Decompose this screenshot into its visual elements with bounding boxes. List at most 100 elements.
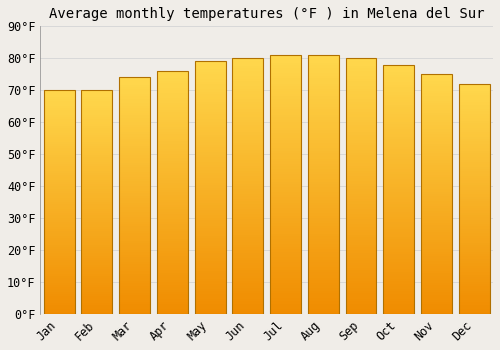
Bar [421,225,452,228]
Bar [82,135,112,137]
Bar [384,99,414,102]
Bar [44,280,74,282]
Bar [82,180,112,182]
Bar [308,311,338,314]
Bar [44,142,74,144]
Bar [194,99,226,102]
Bar [346,201,376,204]
Bar [232,283,264,286]
Bar [308,244,338,247]
Bar [270,143,301,146]
Bar [44,184,74,187]
Bar [421,184,452,187]
Bar [44,269,74,271]
Bar [194,69,226,71]
Bar [308,254,338,257]
Bar [346,66,376,69]
Bar [157,246,188,248]
Bar [458,245,490,247]
Bar [458,263,490,266]
Bar [44,119,74,121]
Bar [308,146,338,148]
Bar [157,95,188,98]
Bar [44,168,74,171]
Bar [194,228,226,231]
Bar [421,287,452,290]
Bar [458,84,490,86]
Bar [194,145,226,147]
Bar [82,280,112,282]
Bar [119,229,150,231]
Bar [346,91,376,94]
Bar [194,64,226,66]
Bar [270,213,301,216]
Bar [232,255,264,258]
Bar [44,300,74,303]
Bar [384,222,414,224]
Bar [270,283,301,285]
Bar [308,114,338,117]
Bar [157,209,188,212]
Bar [44,282,74,285]
Bar [270,153,301,156]
Bar [157,309,188,312]
Bar [384,259,414,261]
Bar [232,183,264,186]
Bar [119,215,150,217]
Bar [421,268,452,271]
Bar [44,175,74,177]
Bar [421,209,452,211]
Bar [458,118,490,121]
Bar [119,87,150,89]
Bar [270,166,301,169]
Bar [82,119,112,121]
Bar [346,291,376,293]
Bar [421,146,452,148]
Bar [232,114,264,117]
Bar [458,132,490,134]
Bar [270,172,301,174]
Bar [308,156,338,159]
Bar [421,82,452,84]
Bar [44,238,74,240]
Bar [421,199,452,201]
Bar [421,192,452,194]
Bar [232,291,264,293]
Bar [384,227,414,229]
Bar [119,302,150,304]
Bar [384,164,414,167]
Bar [346,176,376,178]
Bar [44,231,74,233]
Bar [119,219,150,222]
Bar [232,219,264,222]
Bar [232,89,264,91]
Bar [270,151,301,153]
Bar [346,86,376,89]
Bar [346,299,376,301]
Bar [119,191,150,193]
Bar [44,144,74,146]
Bar [308,94,338,97]
Bar [308,298,338,301]
Bar [421,168,452,170]
Bar [384,105,414,107]
Bar [270,177,301,179]
Bar [270,138,301,140]
Bar [458,100,490,102]
Bar [458,291,490,293]
Bar [194,248,226,251]
Bar [119,271,150,274]
Bar [232,312,264,314]
Bar [119,92,150,94]
Bar [346,99,376,102]
Bar [384,241,414,244]
Bar [44,206,74,209]
Bar [270,280,301,283]
Bar [119,101,150,103]
Bar [119,307,150,309]
Bar [194,276,226,279]
Bar [82,187,112,189]
Bar [421,307,452,309]
Bar [194,231,226,233]
Bar [44,191,74,193]
